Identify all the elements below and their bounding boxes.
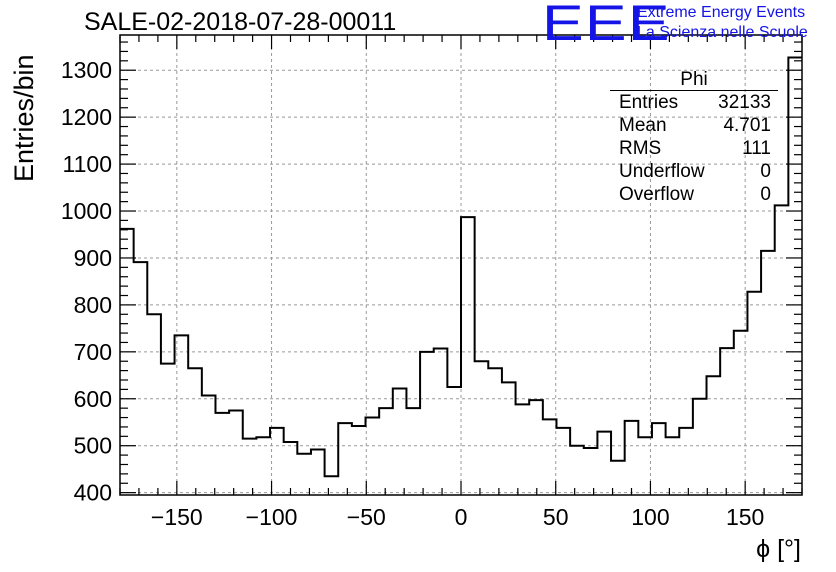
histogram-bin (134, 262, 148, 495)
histogram-bin (461, 217, 475, 495)
histogram-bin (775, 205, 789, 495)
x-tick-label: 150 (726, 504, 764, 530)
x-tick-label: 100 (631, 504, 669, 530)
stats-label: Entries (619, 92, 679, 113)
axis-ticks (119, 35, 803, 495)
histogram-title: SALE-02-2018-07-28-00011 (84, 8, 397, 36)
x-tick-label: −150 (151, 504, 203, 530)
brand-line-2: La Scienza nelle Scuole (637, 24, 808, 41)
y-tick-label: 500 (74, 433, 112, 459)
y-tick-label: 400 (74, 480, 112, 506)
histogram-bin (475, 361, 489, 495)
x-tick-label: 0 (455, 504, 468, 530)
histogram-bin (529, 400, 543, 495)
y-tick-label: 1300 (61, 57, 112, 83)
y-tick-label: 900 (74, 245, 112, 271)
histogram-bin (256, 437, 270, 495)
histogram-bin (625, 421, 639, 495)
x-tick-label: 50 (543, 504, 569, 530)
histogram-bin (215, 413, 229, 495)
stats-value: 0 (760, 184, 771, 205)
stats-value: 111 (742, 138, 771, 159)
histogram-bin (597, 432, 611, 495)
histogram-bin (325, 476, 339, 495)
y-tick-label: 800 (74, 292, 112, 318)
histogram-bin (488, 368, 502, 495)
stats-row-rms: RMS 111 (610, 137, 778, 160)
histogram-bin (420, 352, 434, 495)
histogram-bin (175, 335, 189, 495)
histogram-bin (366, 418, 380, 495)
stats-label: Overflow (619, 184, 694, 205)
histogram-bin (734, 331, 748, 495)
stats-value: 32133 (718, 92, 771, 113)
histogram-bin (202, 395, 216, 495)
y-tick-label: 1200 (61, 104, 112, 130)
histogram-line (120, 56, 802, 478)
histogram-bin (284, 442, 298, 495)
histogram-bin (447, 387, 461, 495)
stats-label: Underflow (619, 161, 705, 182)
stats-value: 0 (760, 161, 771, 182)
x-tick-label: −100 (246, 504, 298, 530)
histogram-bin (243, 439, 257, 495)
y-axis-label: Entries/bin (9, 54, 39, 182)
histogram-bin (516, 404, 530, 495)
histogram-bin (679, 428, 693, 495)
stats-label: RMS (619, 138, 662, 159)
histogram-bin (147, 314, 161, 495)
histogram-bin (693, 399, 707, 495)
histogram-bin (556, 428, 570, 495)
y-tick-label: 1100 (63, 151, 112, 177)
histogram-bin (666, 437, 680, 495)
histogram-bin (502, 382, 516, 495)
histogram-bin (393, 388, 407, 495)
histogram-bin (543, 419, 557, 495)
histogram-bin (747, 292, 761, 495)
histogram-bin (720, 348, 734, 495)
stats-row-mean: Mean 4.701 (610, 114, 778, 137)
histogram-bin (379, 408, 393, 495)
x-axis-label: ϕ [°] (756, 535, 801, 563)
stats-label: Mean (619, 115, 667, 136)
histogram-bin (570, 446, 584, 495)
brand-text: Extreme Energy Events La Scienza nelle S… (637, 3, 808, 43)
histogram-bin (352, 426, 366, 495)
eee-logo: EEE (542, 0, 671, 51)
stats-row-overflow: Overflow 0 (610, 183, 778, 206)
histogram-bin (311, 449, 325, 495)
histogram-bin (584, 448, 598, 495)
histogram-bin (434, 349, 448, 495)
stats-value: 4.701 (723, 115, 771, 136)
stats-row-entries: Entries 32133 (610, 91, 778, 114)
histogram-bin (338, 423, 352, 495)
histogram-bin (761, 251, 775, 495)
y-tick-label: 600 (74, 386, 112, 412)
x-tick-label: −50 (347, 504, 386, 530)
histogram-bin (161, 364, 175, 495)
histogram-bin (707, 376, 721, 495)
histogram-bin (406, 408, 420, 495)
y-tick-label: 700 (74, 339, 112, 365)
stats-row-underflow: Underflow 0 (610, 160, 778, 183)
histogram-bin (188, 368, 202, 495)
brand-line-1: Extreme Energy Events (637, 4, 806, 21)
y-tick-label: 1000 (61, 198, 112, 224)
x-tick-labels: −150 −100 −50 0 50 100 150 (151, 504, 764, 530)
histogram-bin (229, 411, 243, 495)
y-tick-labels: 400 500 600 700 800 900 1000 1100 1200 1300 (61, 57, 112, 505)
stats-title: Phi (610, 70, 778, 91)
stats-rows: Entries 32133 Mean 4.701 RMS 111 Underflow 0 Ove… (610, 91, 778, 206)
histogram-bin (652, 423, 666, 495)
stats-box: Phi Entries 32133 Mean 4.701 RMS 111 Underflow… (610, 70, 778, 206)
